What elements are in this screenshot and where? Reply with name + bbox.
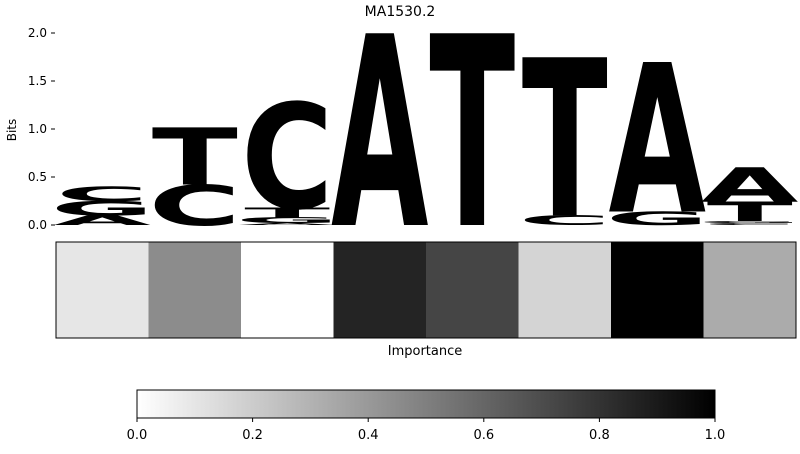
heatmap-cell: [611, 242, 704, 338]
logo-letter-t: T: [707, 197, 793, 227]
colorbar-tick-label: 0.8: [589, 428, 610, 443]
colorbar-ticks: 0.0 0.2 0.4 0.6 0.8 1.0: [127, 418, 726, 443]
colorbar-tick-label: 0.4: [358, 428, 379, 443]
logo-y-tick-label: 2.0: [28, 26, 47, 40]
logo-letter-g: G: [51, 197, 154, 220]
colorbar-tick-label: 0.0: [127, 428, 148, 443]
logo-y-tick-label: 0.5: [28, 170, 47, 184]
heatmap-x-label: Importance: [388, 344, 463, 359]
heatmap-cell: [241, 242, 334, 338]
colorbar-tick-label: 0.2: [242, 428, 263, 443]
logo-letter-c: C: [149, 174, 241, 238]
colorbar-tick-label: 0.6: [473, 428, 494, 443]
logo-y-tick-label: 0.0: [28, 218, 47, 232]
logo-letter-c: C: [241, 73, 333, 242]
logo-letter-a: A: [701, 159, 799, 214]
heatmap-cell: [518, 242, 612, 338]
logo-y-tick-label: 1.0: [28, 122, 47, 136]
importance-heatmap: [56, 242, 797, 338]
logo-letter-g: G: [236, 216, 339, 225]
logo-letter-t: T: [429, 0, 515, 288]
heatmap-frame: [55, 241, 797, 339]
colorbar-tick-label: 1.0: [705, 428, 726, 443]
logo-letter-g: G: [698, 221, 800, 224]
heatmap-cell: [333, 242, 427, 338]
logo-letter-c: C: [704, 223, 796, 226]
colorbar: [136, 389, 716, 419]
logo-y-axis: 0.0 0.5 1.0 1.5 2.0: [28, 26, 55, 232]
logo-letter-c: C: [56, 183, 148, 206]
logo-y-label: Bits: [5, 119, 19, 142]
logo-y-tick-label: 1.5: [28, 74, 47, 88]
logo-title: MA1530.2: [365, 4, 436, 20]
logo-letter-a: A: [54, 213, 151, 228]
logo-letter-a: A: [331, 0, 428, 288]
logo-letter-g: G: [606, 208, 709, 229]
logo-letter-a: A: [239, 223, 337, 226]
heatmap-cell: [426, 242, 519, 338]
logo-letter-c: C: [519, 213, 611, 228]
logo-letter-t: T: [244, 205, 330, 220]
heatmap-cell: [703, 242, 797, 338]
logo-letter-t: T: [152, 111, 238, 203]
logo-letter-t: T: [522, 14, 608, 267]
heatmap-cell: [56, 242, 149, 338]
logo-letter-a: A: [609, 22, 706, 261]
heatmap-cell: [148, 242, 242, 338]
